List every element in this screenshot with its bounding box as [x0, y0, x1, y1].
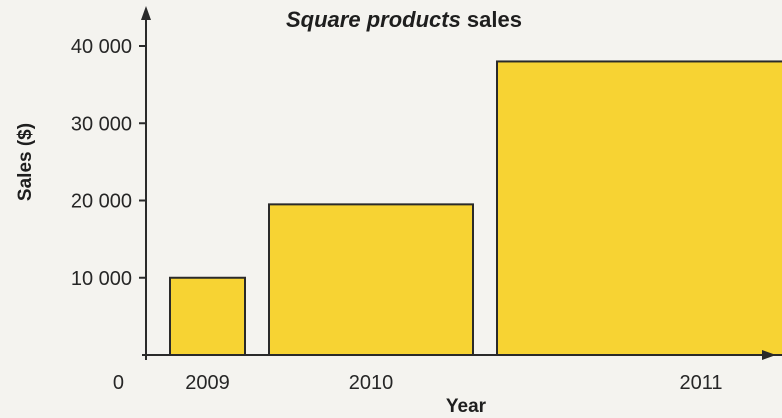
chart-title-italic: Square products: [286, 7, 461, 32]
bars: [169, 60, 782, 356]
y-axis-arrow-icon: [141, 6, 151, 20]
x-tick-label-2011: 2011: [679, 372, 722, 394]
y-tick-label: 20 000: [71, 191, 132, 213]
x-tick-label-2009: 2009: [185, 372, 230, 394]
chart-title: Square products sales: [286, 7, 522, 32]
y-tick-label: 40 000: [71, 36, 132, 58]
y-ticks: 0 10 000 20 000 30 000 40 000: [71, 36, 146, 394]
y-tick-label: 10 000: [71, 268, 132, 290]
x-tick-label-2010: 2010: [349, 372, 394, 394]
x-axis-arrow-icon: [762, 350, 776, 360]
bar-2011: [496, 60, 782, 356]
bar-2009: [169, 276, 246, 356]
x-ticks: 2009 2010 2011: [185, 372, 722, 394]
bar-2010: [268, 203, 474, 356]
y-axis-label: Sales ($): [15, 123, 36, 201]
chart-title-rest: sales: [461, 7, 522, 32]
y-tick-label: 30 000: [71, 113, 132, 135]
y-tick-label: 0: [113, 372, 124, 394]
x-axis-label: Year: [446, 396, 487, 417]
